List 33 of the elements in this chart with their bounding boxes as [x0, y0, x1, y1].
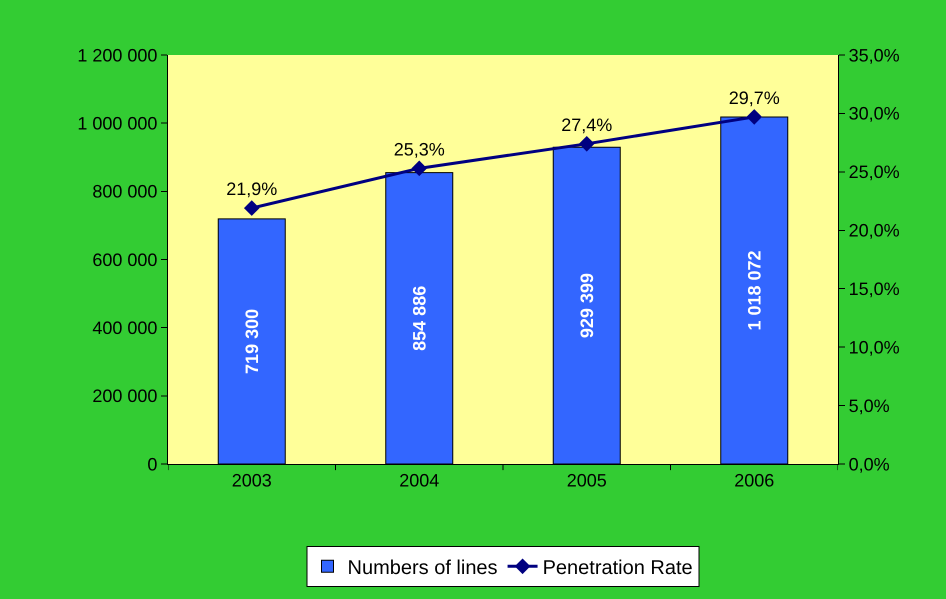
- x-tick-label: 2005: [566, 470, 607, 491]
- y2-tick-label: 15,0%: [848, 279, 900, 300]
- y2-tick-label: 20,0%: [848, 220, 900, 241]
- y2-tick-label: 25,0%: [848, 162, 900, 182]
- data-label: 21,9%: [226, 179, 278, 200]
- x-tick-label: 2003: [232, 470, 272, 491]
- data-label: 719 300: [242, 308, 262, 374]
- y-tick-label: 400 000: [92, 318, 158, 338]
- data-label: 27,4%: [561, 114, 612, 135]
- y-tick-label: 1 200 000: [77, 45, 158, 66]
- y-tick-label: 800 000: [92, 182, 158, 202]
- x-tick-label: 2004: [399, 470, 440, 491]
- legend-label: Penetration Rate: [542, 557, 693, 580]
- y2-tick-label: 0,0%: [848, 454, 890, 474]
- y2-tick-label: 30,0%: [848, 104, 900, 124]
- data-label: 854 886: [409, 286, 430, 351]
- y2-tick-label: 35,0%: [848, 45, 900, 66]
- x-tick-label: 2006: [734, 470, 774, 491]
- y-tick-label: 200 000: [92, 386, 158, 406]
- data-label: 929 399: [576, 273, 597, 338]
- point: [746, 109, 762, 125]
- legend-label: Numbers of lines: [348, 557, 498, 580]
- data-label: 29,7%: [728, 88, 780, 108]
- data-label: 1 018 072: [744, 250, 764, 331]
- data-label: 25,3%: [394, 139, 445, 160]
- point: [411, 160, 428, 176]
- y-tick-label: 0: [147, 454, 158, 474]
- y-tick-label: 600 000: [92, 250, 158, 270]
- point: [578, 136, 595, 152]
- y2-tick-label: 10,0%: [848, 337, 900, 358]
- y-tick-label: 1 000 000: [77, 113, 158, 134]
- y2-tick-label: 5,0%: [848, 396, 890, 416]
- point: [244, 200, 260, 216]
